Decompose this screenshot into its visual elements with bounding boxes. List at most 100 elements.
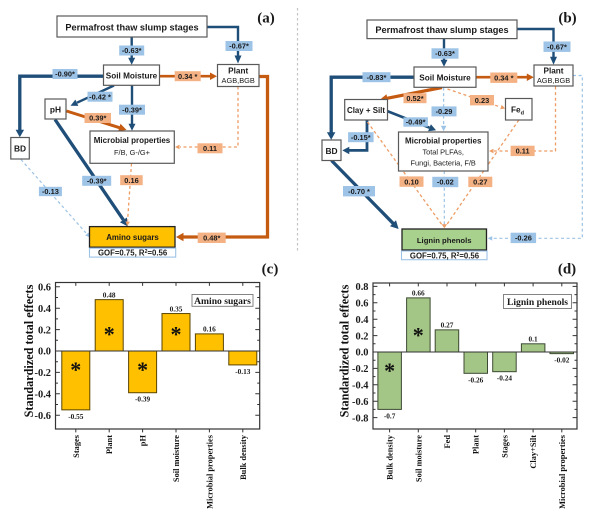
svg-text:0.52*: 0.52* [406,94,423,103]
svg-text:0.2: 0.2 [356,331,369,342]
svg-text:0.11: 0.11 [516,147,530,156]
svg-text:-0.2: -0.2 [35,368,51,379]
svg-text:Microbial properties: Microbial properties [94,136,171,145]
svg-text:Plant: Plant [228,66,248,75]
svg-text:(a): (a) [257,11,275,27]
svg-text:-0.24: -0.24 [497,374,513,383]
svg-text:pH: pH [139,435,148,447]
svg-text:0.27: 0.27 [441,321,454,330]
svg-text:Bulk density: Bulk density [386,434,395,480]
svg-text:-0.49*: -0.49* [406,118,426,127]
svg-text:Fed: Fed [443,435,452,449]
svg-text:0.1: 0.1 [529,335,538,344]
svg-text:pH: pH [50,104,61,114]
svg-text:0.35: 0.35 [170,304,183,313]
svg-text:-0.4: -0.4 [35,390,51,401]
svg-text:-0.29: -0.29 [436,107,453,116]
svg-text:Clay + Silt: Clay + Silt [347,106,385,115]
svg-text:Soil moisture: Soil moisture [172,435,181,482]
svg-text:-0.39*: -0.39* [87,177,107,186]
svg-text:0.4: 0.4 [356,315,369,326]
svg-text:Plant: Plant [105,435,114,454]
svg-text:Standardized total effects: Standardized total effects [22,284,36,417]
svg-text:0.23: 0.23 [475,96,489,105]
svg-text:0.39*: 0.39* [89,114,106,123]
svg-text:Amino sugars: Amino sugars [106,233,159,242]
svg-text:Fed: Fed [511,106,525,117]
svg-text:-0.63*: -0.63* [122,46,142,55]
svg-text:-0.02: -0.02 [437,178,454,187]
svg-text:0.27: 0.27 [473,178,487,187]
svg-text:-0.42 *: -0.42 * [89,92,111,101]
svg-text:0.11: 0.11 [203,144,217,153]
svg-text:0.6: 0.6 [38,283,51,294]
svg-text:0.48*: 0.48* [203,234,220,243]
svg-text:0.0: 0.0 [356,348,369,359]
svg-text:0.48: 0.48 [103,290,116,299]
svg-text:(c): (c) [262,262,279,278]
svg-text:Permafrost thaw slump stages: Permafrost thaw slump stages [375,25,508,35]
svg-text:-0.39*: -0.39* [122,105,142,114]
svg-text:-0.4: -0.4 [352,381,368,392]
svg-text:GOF=0.75, R2=0.56: GOF=0.75, R2=0.56 [98,248,168,257]
svg-text:Microbial properties: Microbial properties [205,434,214,509]
svg-text:Soil Moisture: Soil Moisture [419,73,471,82]
svg-text:0.8: 0.8 [356,282,369,293]
svg-text:0.6: 0.6 [356,299,369,310]
svg-text:AGB,BGB: AGB,BGB [537,76,570,85]
svg-text:Plant: Plant [543,67,563,76]
svg-text:Standardized total effects: Standardized total effects [338,284,352,417]
svg-text:Microbial properties: Microbial properties [558,434,567,509]
svg-text:0.10: 0.10 [404,177,418,186]
svg-text:0.34 *: 0.34 * [494,73,513,82]
svg-text:F/B, G-/G+: F/B, G-/G+ [114,148,150,157]
svg-text:(b): (b) [558,11,576,27]
svg-text:-0.26: -0.26 [468,375,484,384]
svg-text:-0.6: -0.6 [35,411,51,422]
svg-text:0.16: 0.16 [203,325,216,334]
svg-text:Amino sugars: Amino sugars [194,296,251,307]
svg-text:*: * [413,323,424,348]
svg-text:(d): (d) [558,262,576,278]
svg-text:-0.02: -0.02 [554,356,570,365]
svg-text:-0.55: -0.55 [68,412,84,421]
svg-text:BD: BD [325,146,337,156]
svg-text:*: * [384,358,395,383]
svg-text:Stages: Stages [72,434,81,458]
svg-text:Microbial properties: Microbial properties [405,137,482,146]
svg-text:*: * [171,322,182,347]
svg-text:*: * [70,357,81,382]
svg-text:-0.63*: -0.63* [435,49,455,58]
svg-text:0.2: 0.2 [38,325,51,336]
svg-text:0.34 *: 0.34 * [178,72,197,81]
svg-text:-0.6: -0.6 [352,397,368,408]
svg-text:0.4: 0.4 [38,304,51,315]
svg-text:Permafrost thaw slump stages: Permafrost thaw slump stages [65,22,198,32]
svg-text:Clay+Silt: Clay+Silt [529,435,538,469]
svg-text:AGB,BGB: AGB,BGB [222,76,255,85]
svg-text:*: * [104,322,115,347]
svg-text:-0.70 *: -0.70 * [348,187,370,196]
svg-text:0.66: 0.66 [412,289,425,298]
svg-text:Total PLFAs,: Total PLFAs, [422,148,464,157]
svg-text:-0.67*: -0.67* [229,42,249,51]
svg-text:0.0: 0.0 [38,347,51,358]
svg-text:-0.13: -0.13 [235,367,251,376]
svg-text:-0.39: -0.39 [135,395,151,404]
svg-text:-0.8: -0.8 [352,413,368,424]
svg-text:*: * [137,357,148,382]
svg-text:0.16: 0.16 [124,176,138,185]
svg-text:BD: BD [14,144,26,154]
svg-text:GOF=0.75, R2=0.56: GOF=0.75, R2=0.56 [410,251,480,260]
svg-text:Soil Moisture: Soil Moisture [106,71,158,80]
svg-text:Stages: Stages [500,434,509,458]
svg-text:-0.13: -0.13 [42,187,59,196]
svg-text:-0.90*: -0.90* [55,70,75,79]
svg-text:Lignin phenols: Lignin phenols [417,236,472,245]
svg-text:-0.2: -0.2 [352,364,368,375]
svg-text:Plant: Plant [472,435,481,454]
svg-text:Bulk density: Bulk density [239,434,248,480]
svg-text:-0.7: -0.7 [384,411,396,420]
svg-text:-0.26: -0.26 [515,234,532,243]
svg-text:-0.83*: -0.83* [367,73,387,82]
